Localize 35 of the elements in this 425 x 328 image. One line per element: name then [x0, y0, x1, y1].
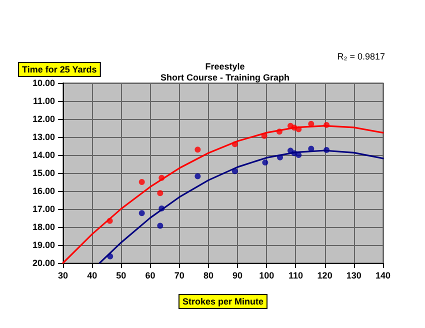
point — [138, 210, 145, 216]
y-tick-label: 15.00 — [32, 168, 55, 178]
chart-subtitle: Short Course - Training Graph — [160, 72, 290, 82]
y-tick-label: 10.00 — [32, 78, 55, 88]
text: R₂ = 0.9817 — [337, 52, 386, 62]
x-tick-label: 120 — [317, 270, 332, 280]
point — [157, 222, 164, 229]
y-tick-label: 20.00 — [32, 258, 55, 268]
x-tick-label: 50 — [116, 270, 126, 280]
x-tick-label: 140 — [375, 270, 391, 280]
y-tick-label: 13.00 — [32, 132, 55, 142]
x-tick-label: 130 — [346, 270, 362, 280]
y-tick-label: 19.00 — [32, 240, 55, 250]
x-tick-label: 40 — [87, 270, 98, 280]
x-tick-label: 60 — [145, 270, 156, 280]
x-tick-label: 80 — [203, 270, 214, 280]
x-axis-title: Strokes per Minute — [182, 296, 264, 306]
x-tick-label: 100 — [259, 270, 274, 280]
point — [262, 160, 268, 166]
y-tick-label: 16.00 — [32, 186, 55, 196]
y-tick-label: 17.00 — [32, 204, 55, 214]
y-tick-label: 11.00 — [32, 96, 55, 106]
point — [194, 146, 201, 153]
point — [138, 179, 145, 185]
y-tick-label: 14.00 — [32, 150, 55, 160]
x-tick-label: 30 — [58, 270, 68, 280]
y-tick-label: 18.00 — [32, 222, 55, 232]
chart-title: Freestyle — [205, 62, 245, 72]
x-tick-label: 70 — [174, 270, 184, 280]
x-tick-label: 110 — [288, 270, 303, 280]
y-tick-label: 12.00 — [32, 114, 55, 124]
point — [194, 173, 201, 180]
point — [157, 190, 164, 196]
x-tick-label: 90 — [232, 270, 243, 280]
y-axis-title: Time for 25 Yards — [22, 64, 97, 74]
